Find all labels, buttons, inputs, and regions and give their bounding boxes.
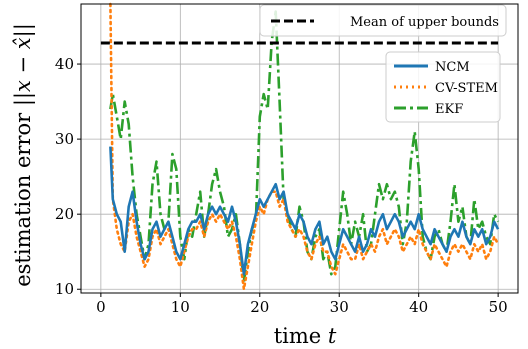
x-tick-label: 40 [409,298,428,316]
legend-reference-label: Mean of upper bounds [350,15,499,30]
y-axis-label: estimation error ||x − x̂|| [11,23,36,287]
ticks: 0 10 20 30 40 50 10 20 30 40 [55,55,508,316]
series-ncm-line [109,146,500,276]
x-tick-label: 30 [330,298,349,316]
series-cv-stem-line [109,2,500,291]
x-tick-label: 50 [489,298,508,316]
y-tick-label: 40 [55,55,74,73]
legend-series: NCM CV-STEM EKF [385,51,501,123]
legend-label-ekf: EKF [435,102,463,117]
y-tick-label: 10 [55,280,74,298]
y-tick-label: 20 [55,205,74,223]
plot-frame [80,3,519,294]
x-tick-label: 0 [96,298,106,316]
x-axis-label: time t [274,324,337,348]
legend-series-box [385,51,501,123]
legend-label-cv-stem: CV-STEM [435,81,498,96]
y-tick-label: 30 [55,130,74,148]
legend-reference: Mean of upper bounds [259,4,507,37]
x-tick-label: 20 [250,298,269,316]
legend-reference-box [259,4,507,37]
series-layer [109,2,500,291]
legend-label-ncm: NCM [435,60,470,75]
x-tick-label: 10 [171,298,190,316]
